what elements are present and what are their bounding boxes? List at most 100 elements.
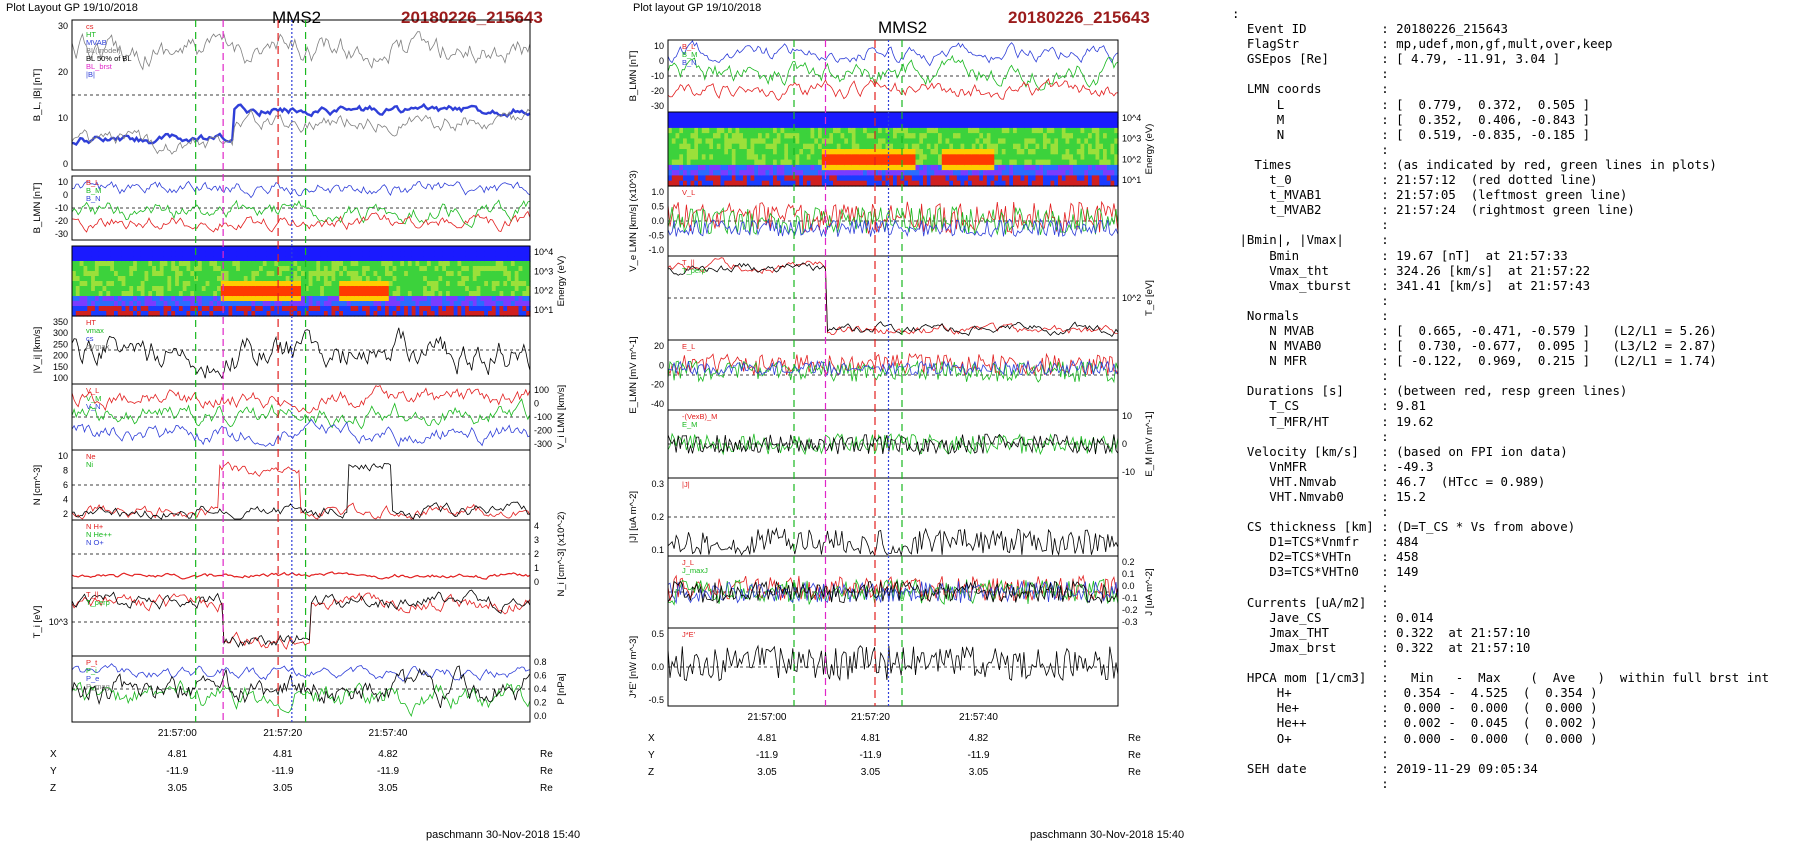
spectrogram-cell	[735, 133, 740, 139]
spectrogram-cell	[507, 251, 512, 257]
spectrogram-cell	[998, 170, 1003, 176]
spectrogram-cell	[121, 286, 126, 292]
spectrogram-cell	[1069, 122, 1074, 129]
spectrogram-cell	[350, 246, 355, 252]
spectrogram-cell	[396, 281, 401, 287]
spectrogram-cell	[945, 164, 950, 171]
spectrogram-cell	[814, 112, 819, 118]
spectrogram-cell	[480, 311, 485, 317]
spectrogram-cell	[178, 261, 184, 267]
spectrogram-cell	[224, 306, 230, 312]
spectrogram-cell	[776, 122, 782, 129]
spectrogram-cell	[735, 117, 740, 124]
spectrogram-cell	[190, 246, 195, 252]
spectrogram-cell	[339, 301, 344, 307]
spectrogram-cell	[1058, 143, 1063, 150]
spectrogram-cell	[453, 266, 459, 272]
spectrogram-cell	[1084, 180, 1089, 187]
spectrogram-cell	[442, 261, 447, 267]
spectrogram-cell	[316, 306, 321, 312]
spectrogram-cell	[232, 286, 237, 292]
spectrogram-cell	[472, 261, 478, 267]
spectrogram-cell	[346, 261, 352, 267]
spectrogram-cell	[198, 261, 203, 267]
spectrogram-cell	[312, 266, 317, 272]
spectrogram-cell	[175, 251, 180, 257]
coord-row-label: Z	[50, 783, 56, 794]
spectrogram-cell	[152, 276, 157, 282]
series-line	[667, 77, 1119, 101]
spectrogram-cell	[117, 251, 123, 257]
spectrogram-cell	[953, 138, 958, 145]
spectrogram-cell	[182, 251, 188, 257]
spectrogram-cell	[526, 306, 531, 312]
spectrogram-cell	[885, 164, 890, 171]
spectrogram-cell	[971, 175, 977, 182]
spectrogram-cell	[1046, 143, 1052, 150]
spectrogram-cell	[217, 261, 222, 267]
spectrogram-cell	[335, 256, 340, 262]
spectrogram-cell	[911, 154, 917, 161]
spectrogram-cell	[243, 291, 249, 297]
spectrogram-cell	[701, 154, 707, 161]
spectrogram-cell	[438, 256, 443, 262]
spectrogram-cell	[941, 127, 947, 134]
spectrogram-cell	[411, 296, 417, 302]
spectrogram-cell	[98, 296, 104, 302]
spectrogram-cell	[159, 281, 165, 287]
info-line: N MFR : [ -0.122, 0.969, 0.215 ] (L2/L1 …	[1232, 353, 1717, 369]
spectrogram-cell	[705, 170, 710, 176]
spectrogram-cell	[1114, 154, 1119, 161]
spectrogram-cell	[75, 311, 81, 317]
spectrogram-cell	[163, 286, 168, 292]
spectrogram-cell	[434, 291, 439, 297]
spectrogram-cell	[1024, 127, 1029, 134]
spectrogram-cell	[175, 256, 180, 262]
spectrogram-cell	[923, 112, 928, 118]
spectrogram-cell	[863, 164, 868, 171]
spectrogram-cell	[507, 246, 512, 252]
spectrogram-cell	[114, 266, 119, 272]
spectrogram-cell	[488, 301, 493, 307]
spectrogram-cell	[806, 164, 812, 171]
spectrogram-cell	[863, 122, 868, 129]
spectrogram-cell	[874, 164, 879, 171]
info-line: FlagStr : mp,udef,mon,gf,mult,over,keep	[1232, 36, 1613, 52]
spectrogram-cell	[806, 138, 812, 145]
spectrogram-cell	[396, 291, 401, 297]
series-line	[667, 574, 1119, 602]
spectrogram-cell	[821, 117, 827, 124]
spectrogram-cell	[449, 276, 455, 282]
spectrogram-cell	[694, 175, 699, 182]
spectrogram-cell	[1039, 149, 1044, 155]
spectrogram-cell	[810, 117, 815, 124]
spectrogram-cell	[803, 122, 808, 129]
coord-value: 3.05	[969, 767, 989, 778]
spectrogram-cell	[365, 256, 371, 262]
y-tick-label: -10	[651, 71, 664, 81]
spectrogram-cell	[776, 180, 782, 187]
spectrogram-cell	[975, 175, 980, 182]
spectrogram-cell	[1020, 175, 1025, 182]
spectrogram-cell	[339, 296, 344, 302]
spectrogram-cell	[209, 286, 214, 292]
spectrogram-cell	[388, 301, 394, 307]
legend-entry: V_M	[86, 394, 101, 403]
spectrogram-cell	[863, 149, 868, 155]
y-tick-label: -100	[534, 412, 552, 422]
spectrogram-cell	[690, 133, 695, 139]
legend-entry: -(VexB)_M	[682, 412, 717, 421]
spectrogram-cell	[1020, 154, 1025, 161]
spectrogram-cell	[690, 180, 695, 187]
spectrogram-cell	[724, 159, 729, 166]
spectrogram-cell	[859, 159, 864, 166]
spectrogram-cell	[743, 175, 748, 182]
spectrogram-cell	[743, 149, 748, 155]
spectrogram-cell	[156, 281, 161, 287]
spectrogram-cell	[350, 291, 355, 297]
spectrogram-cell	[484, 276, 489, 282]
spectrogram-cell	[859, 175, 864, 182]
spectrogram-cell	[919, 133, 924, 139]
spectrogram-cell	[156, 261, 161, 267]
spectrogram-cell	[121, 261, 126, 267]
